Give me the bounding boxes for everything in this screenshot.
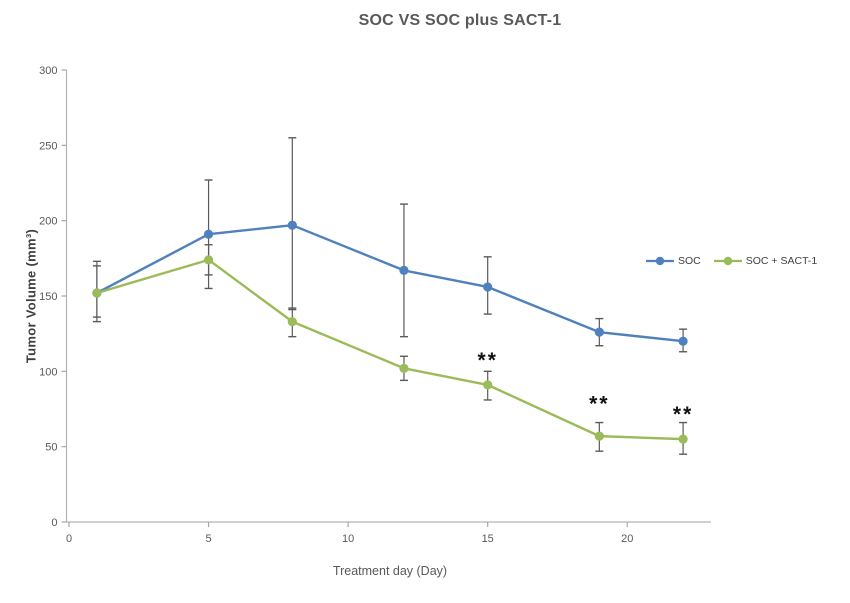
data-point-soc (594, 327, 604, 337)
y-tick-label: 200 (39, 216, 57, 228)
significance-asterisks: ** (673, 403, 693, 426)
x-tick-label: 0 (66, 533, 72, 545)
data-point-soc (399, 265, 409, 275)
legend-item-soc: SOC (646, 255, 701, 267)
data-point-soc-sact1 (594, 431, 604, 441)
x-tick-label: 5 (206, 533, 212, 545)
y-tick-label: 100 (39, 366, 57, 378)
y-tick-label: 0 (51, 517, 57, 529)
line-marker-icon (713, 256, 742, 266)
data-point-soc-sact1 (92, 288, 102, 298)
legend-item-label: SOC + SACT-1 (745, 255, 818, 267)
data-point-soc (287, 220, 297, 230)
data-point-soc (678, 336, 688, 346)
y-tick-label: 50 (45, 442, 57, 454)
chart-title: SOC VS SOC plus SACT-1 (358, 12, 562, 29)
significance-asterisks: ** (589, 392, 609, 415)
series-line-soc (96, 223, 684, 343)
x-tick-label: 20 (621, 533, 633, 545)
significance-asterisks: ** (478, 349, 498, 372)
legend: SOC SOC + SACT-1 (646, 255, 817, 267)
data-point-soc-sact1 (287, 317, 297, 327)
legend-item-label: SOC (678, 255, 701, 267)
y-tick-label: 250 (39, 140, 57, 152)
x-tick-label: 15 (482, 533, 494, 545)
data-point-soc-sact1 (399, 363, 409, 373)
data-point-soc-sact1 (483, 380, 493, 390)
legend-dot (723, 256, 732, 266)
legend-dot (655, 256, 665, 266)
y-tick-label: 150 (39, 291, 57, 303)
data-point-soc (483, 282, 493, 292)
line-marker-icon (646, 256, 674, 266)
legend-item-soc-sact1: SOC + SACT-1 (713, 255, 818, 267)
data-point-soc (203, 229, 214, 239)
data-point-soc-sact1 (203, 255, 214, 265)
x-tick-label: 10 (342, 533, 354, 545)
data-point-soc-sact1 (678, 434, 688, 444)
y-tick-label: 300 (39, 65, 57, 77)
x-axis-title: Treatment day (Day) (332, 564, 448, 578)
